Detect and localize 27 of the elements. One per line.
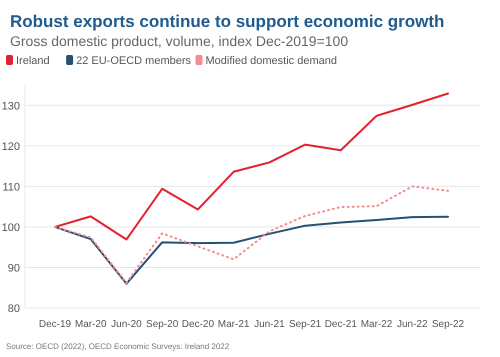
x-tick-label: Jun-20 — [111, 319, 142, 330]
chart-title: Robust exports continue to support economic growth — [10, 12, 444, 31]
y-tick-label: 110 — [2, 181, 20, 194]
y-tick-label: 130 — [2, 100, 20, 112]
line-series — [54, 216, 449, 285]
legend-label: Modified domestic demand — [206, 55, 337, 67]
y-tick-label: 80 — [8, 303, 20, 315]
x-tick-label: Jun-21 — [254, 319, 286, 330]
legend-label: 22 EU-OECD members — [76, 55, 192, 67]
x-tick-label: Sep-20 — [146, 319, 179, 330]
line-series — [54, 185, 449, 284]
x-tick-label: Dec-20 — [182, 319, 214, 330]
x-tick-label: Jun-22 — [396, 319, 428, 330]
y-tick-label: 100 — [2, 222, 20, 234]
line-series — [54, 92, 449, 240]
x-tick-label: Mar-20 — [74, 319, 107, 330]
y-tick-label: 90 — [8, 262, 20, 274]
x-tick-label: Sep-21 — [288, 319, 322, 330]
x-tick-label: Mar-22 — [360, 319, 393, 330]
x-tick-label: Sep-22 — [432, 319, 465, 330]
x-tick-label: Dec-19 — [38, 319, 72, 330]
x-tick-label: Mar-21 — [218, 319, 250, 330]
chart-subtitle: Gross domestic product, volume, index Dec-2019=100 — [10, 33, 348, 49]
legend-label: Ireland — [16, 55, 50, 67]
source-note: Source: OECD (2022), OECD Economic Surveys: Ireland 2022 — [6, 342, 230, 351]
y-tick-label: 120 — [2, 140, 20, 153]
x-tick-label: Dec-21 — [324, 319, 358, 330]
